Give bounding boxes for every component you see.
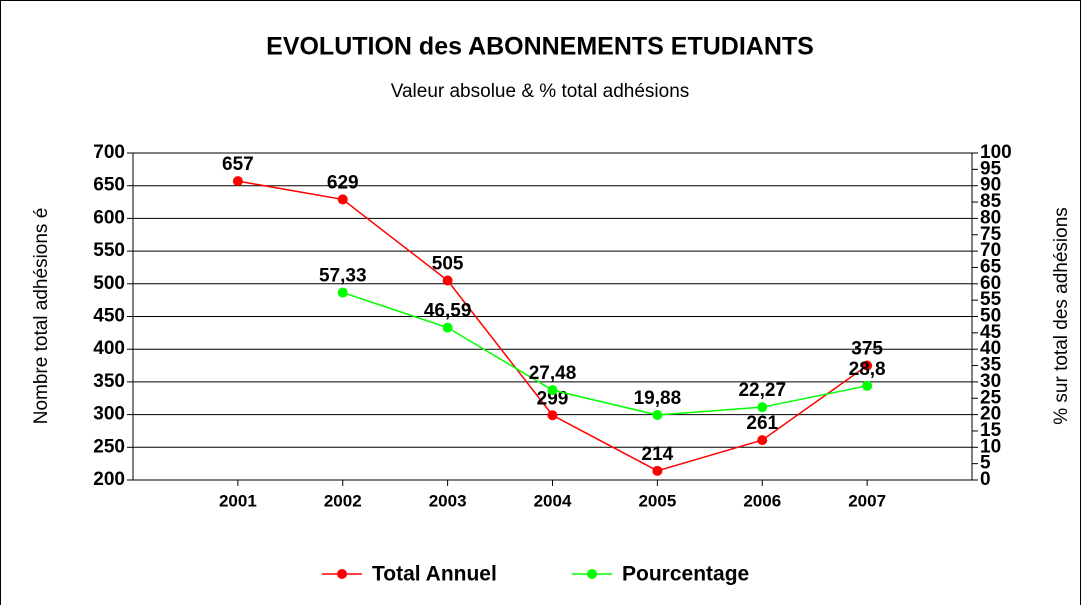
y-tick-label: 700 <box>93 142 125 163</box>
point <box>652 465 663 476</box>
y2-tick-label: 70 <box>980 240 1001 261</box>
point <box>547 385 558 396</box>
y2-tick-label: 100 <box>980 142 1012 163</box>
y2-tick-label: 25 <box>980 387 1002 408</box>
y-tick-label: 400 <box>93 338 125 359</box>
data-label: 214 <box>642 444 674 465</box>
data-label: 28,8 <box>849 359 886 380</box>
legend-label: Total Annuel <box>372 563 497 586</box>
x-tick-label: 2007 <box>848 491 886 510</box>
point <box>652 409 663 420</box>
x-tick-label: 2006 <box>743 491 781 510</box>
y2-tick-label: 40 <box>980 338 1001 359</box>
data-label: 46,59 <box>424 301 472 322</box>
y2-tick-label: 30 <box>980 371 1001 392</box>
y2-tick-label: 95 <box>980 158 1002 179</box>
y-axis-label: Nombre total adhésions é <box>31 208 52 425</box>
chart-title: EVOLUTION des ABONNEMENTS ETUDIANTS <box>266 33 814 61</box>
y2-tick-label: 10 <box>980 436 1001 457</box>
point <box>442 275 453 286</box>
point <box>862 380 873 391</box>
y-tick-label: 200 <box>93 469 125 490</box>
y-tick-label: 650 <box>93 175 125 196</box>
data-label: 27,48 <box>529 363 577 384</box>
x-tick-label: 2002 <box>324 491 362 510</box>
y-tick-label: 600 <box>93 207 125 228</box>
y2-axis-label: % sur total des adhésions <box>1051 207 1072 425</box>
y-tick-label: 550 <box>93 240 125 261</box>
point <box>757 435 768 446</box>
y-tick-label: 450 <box>93 306 125 327</box>
data-label: 657 <box>222 154 254 175</box>
y2-tick-label: 15 <box>980 420 1002 441</box>
y2-tick-label: 65 <box>980 256 1002 277</box>
y2-tick-label: 45 <box>980 322 1002 343</box>
series-line <box>342 291 868 416</box>
point <box>232 176 243 187</box>
legend-marker <box>337 569 347 579</box>
y2-tick-label: 80 <box>980 207 1001 228</box>
y2-tick-label: 50 <box>980 306 1001 327</box>
data-label: 261 <box>746 413 778 434</box>
y2-tick-label: 20 <box>980 404 1001 425</box>
data-label: 375 <box>851 339 883 360</box>
x-tick-label: 2004 <box>534 491 572 510</box>
point <box>337 194 348 205</box>
y2-tick-label: 85 <box>980 191 1002 212</box>
y-tick-label: 500 <box>93 273 125 294</box>
point <box>862 360 873 371</box>
legend-marker <box>587 569 597 579</box>
y2-tick-label: 0 <box>980 469 991 490</box>
chart-subtitle: Valeur absolue & % total adhésions <box>391 81 690 102</box>
x-tick-label: 2001 <box>219 491 257 510</box>
point <box>547 410 558 421</box>
y-tick-label: 300 <box>93 404 125 425</box>
point <box>442 322 453 333</box>
data-label: 22,27 <box>738 380 786 401</box>
x-tick-label: 2005 <box>638 491 676 510</box>
legend-label: Pourcentage <box>622 563 749 586</box>
y2-tick-label: 90 <box>980 175 1001 196</box>
y2-tick-label: 75 <box>980 224 1002 245</box>
y2-tick-label: 5 <box>980 453 991 474</box>
x-tick-label: 2003 <box>429 491 467 510</box>
data-label: 299 <box>537 388 569 409</box>
y2-tick-label: 55 <box>980 289 1002 310</box>
data-label: 57,33 <box>319 266 367 287</box>
y-tick-label: 350 <box>93 371 125 392</box>
y2-tick-label: 60 <box>980 273 1001 294</box>
point <box>337 287 348 298</box>
y-tick-label: 250 <box>93 436 125 457</box>
data-label: 629 <box>327 172 359 193</box>
point <box>757 402 768 413</box>
data-label: 19,88 <box>634 388 682 409</box>
data-label: 505 <box>432 254 464 275</box>
y2-tick-label: 35 <box>980 355 1002 376</box>
